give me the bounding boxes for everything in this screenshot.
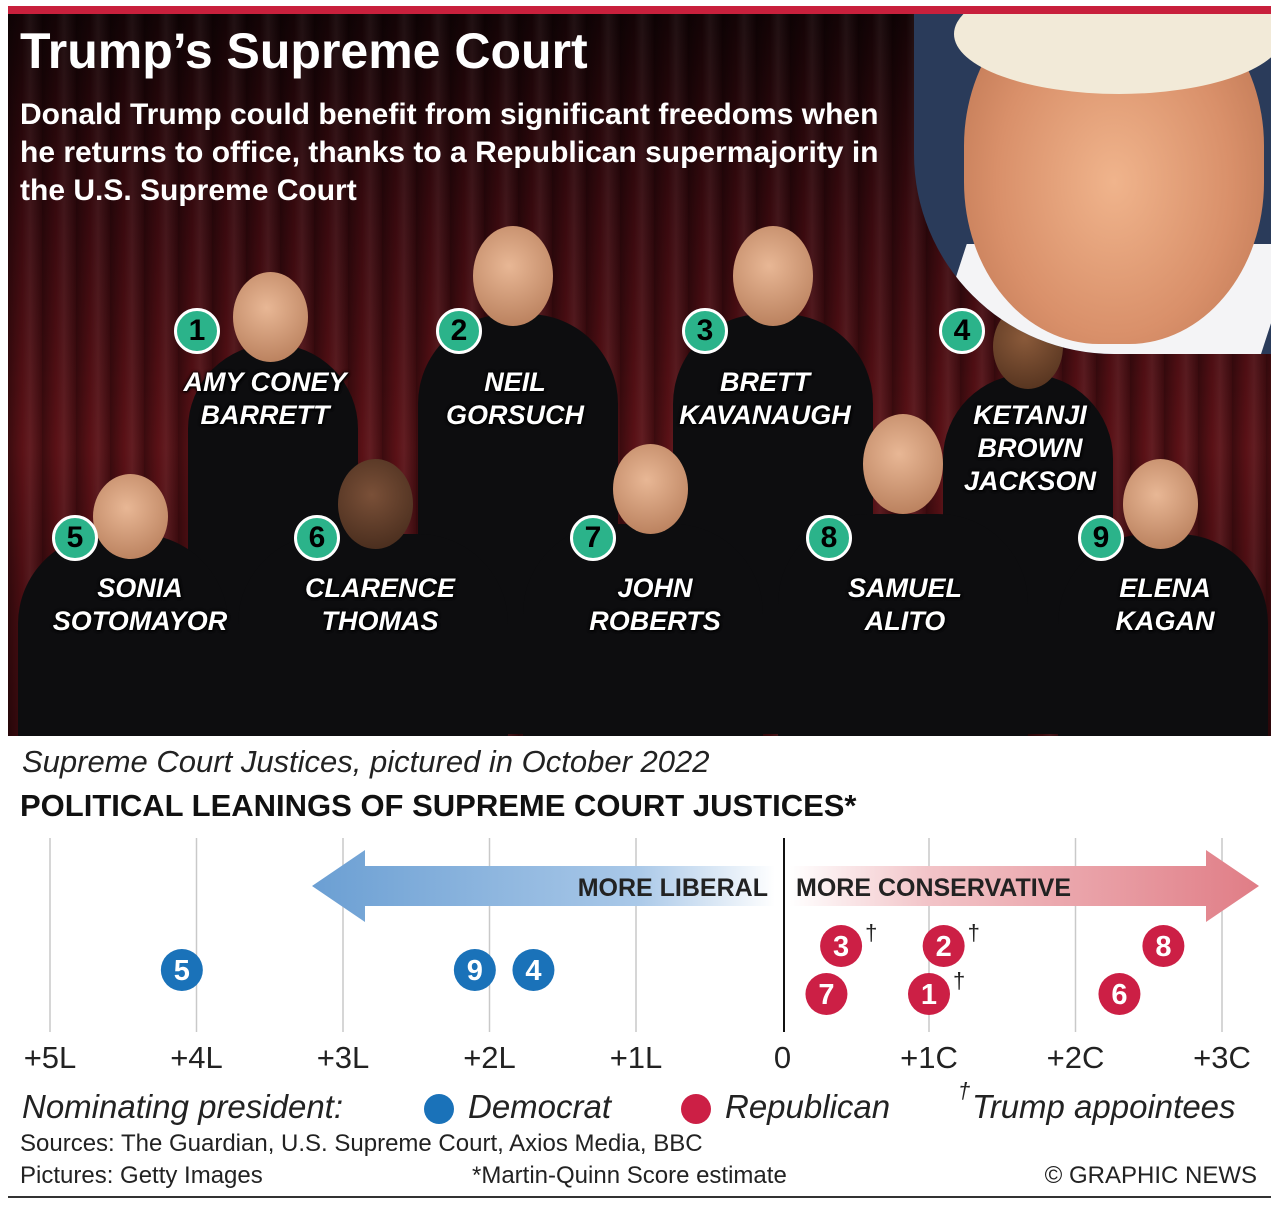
legend-dagger: †: [958, 1078, 971, 1103]
data-point: 8: [1142, 925, 1185, 967]
left-arrow-label: MORE LIBERAL: [578, 874, 768, 902]
badge-4: 4: [939, 308, 985, 354]
x-tick-label: +4L: [170, 1040, 223, 1075]
point-label: 6: [1111, 979, 1127, 1011]
x-tick-label: +2C: [1047, 1040, 1105, 1075]
sources: Sources: The Guardian, U.S. Supreme Cour…: [20, 1130, 703, 1157]
point-label: 1: [921, 979, 937, 1011]
point-label: 3: [833, 931, 849, 963]
data-point: 2 †: [922, 920, 980, 967]
name-barrett: AMY CONEY BARRETT: [183, 367, 347, 430]
bottom-rule: [8, 1196, 1271, 1198]
badge-8: 8: [806, 515, 852, 561]
head-roberts: [613, 444, 688, 534]
head-thomas: [338, 459, 413, 549]
badge-9: 9: [1078, 515, 1124, 561]
x-tick-label: +1C: [900, 1040, 958, 1075]
point-label: 9: [467, 955, 483, 987]
name-kagan: ELENA KAGAN: [1115, 573, 1215, 636]
data-point: 3 †: [820, 920, 877, 967]
point-marker: [453, 949, 496, 991]
name-kavanaugh: BRETT KAVANAUGH: [679, 367, 851, 430]
conservative-arrow: [790, 850, 1259, 922]
point-marker: [1142, 925, 1185, 967]
head-kavanaugh: [733, 226, 813, 326]
right-arrow-label: MORE CONSERVATIVE: [796, 874, 1071, 902]
photo-caption: Supreme Court Justices, pictured in Octo…: [22, 744, 710, 779]
point-marker: [908, 973, 950, 1015]
point-marker: [160, 949, 203, 991]
x-tick-label: 0: [774, 1040, 791, 1075]
top-accent-bar: [8, 6, 1271, 14]
name-gorsuch: NEIL GORSUCH: [445, 367, 584, 430]
x-tick-labels: +5L +4L +3L +2L +1L 0 +1C +2C +3C: [24, 1040, 1251, 1075]
trump-portrait: [914, 14, 1271, 354]
point-marker: [512, 949, 555, 991]
data-point: 6: [1098, 973, 1141, 1015]
page-subtitle: Donald Trump could benefit from signific…: [20, 98, 879, 207]
badge-2: 2: [436, 308, 482, 354]
figure-kagan: [1058, 534, 1268, 736]
chart-title: POLITICAL LEANINGS OF SUPREME COURT JUST…: [20, 788, 857, 823]
head-sotomayor: [93, 474, 168, 559]
legend-label: Nominating president:: [22, 1088, 344, 1125]
name-thomas: CLARENCE THOMAS: [304, 573, 455, 636]
data-point: 4: [512, 949, 555, 991]
head-gorsuch: [473, 226, 553, 326]
point-label: 7: [818, 979, 834, 1011]
figure-thomas: [238, 534, 508, 736]
head-barrett: [233, 272, 308, 362]
data-point: 1 †: [908, 968, 965, 1015]
page-title: Trump’s Supreme Court: [20, 23, 588, 79]
x-tick-label: +2L: [463, 1040, 516, 1075]
point-marker: [805, 973, 848, 1015]
badge-7: 7: [570, 515, 616, 561]
x-tick-label: +5L: [24, 1040, 77, 1075]
data-point: 5: [160, 949, 203, 991]
x-tick-label: +3C: [1193, 1040, 1251, 1075]
head-kagan: [1123, 459, 1198, 549]
trump-dagger: †: [968, 920, 980, 945]
data-point: 9: [453, 949, 496, 991]
trump-dagger: †: [953, 968, 965, 993]
badge-3: 3: [682, 308, 728, 354]
point-label: 2: [936, 931, 952, 963]
liberal-arrow: [312, 850, 775, 922]
badge-6: 6: [294, 515, 340, 561]
legend-republican-label: Republican: [725, 1088, 891, 1125]
x-tick-label: +1L: [610, 1040, 663, 1075]
footnote: *Martin-Quinn Score estimate: [472, 1162, 787, 1189]
name-sotomayor: SONIA SOTOMAYOR: [52, 573, 228, 636]
head-alito: [863, 414, 943, 514]
point-label: 5: [174, 955, 190, 987]
copyright: © GRAPHIC NEWS: [1044, 1162, 1257, 1189]
point-label: 4: [525, 955, 541, 987]
legend-democrat-label: Democrat: [468, 1088, 612, 1125]
name-jackson: KETANJI BROWN JACKSON: [963, 400, 1097, 496]
point-marker: [820, 925, 863, 967]
point-label: 8: [1155, 931, 1171, 963]
legend-trump-label: Trump appointees: [972, 1088, 1236, 1125]
badge-5: 5: [52, 515, 98, 561]
point-marker: [1098, 973, 1141, 1015]
data-point: 7: [805, 973, 848, 1015]
legend-republican-dot: [681, 1094, 711, 1124]
figure-roberts: [523, 524, 763, 736]
figure-sotomayor: [18, 534, 228, 736]
point-marker: [922, 925, 965, 967]
leanings-chart: MORE LIBERAL MORE CONSERVATIVE +5L +4L +3L…: [24, 838, 1259, 1075]
picture-credit: Pictures: Getty Images: [20, 1162, 263, 1189]
badge-1: 1: [174, 308, 220, 354]
legend-democrat-dot: [424, 1094, 454, 1124]
x-tick-label: +3L: [317, 1040, 370, 1075]
name-alito: SAMUEL ALITO: [848, 573, 962, 636]
name-roberts: JOHN ROBERTS: [589, 573, 721, 636]
trump-dagger: †: [865, 920, 877, 945]
